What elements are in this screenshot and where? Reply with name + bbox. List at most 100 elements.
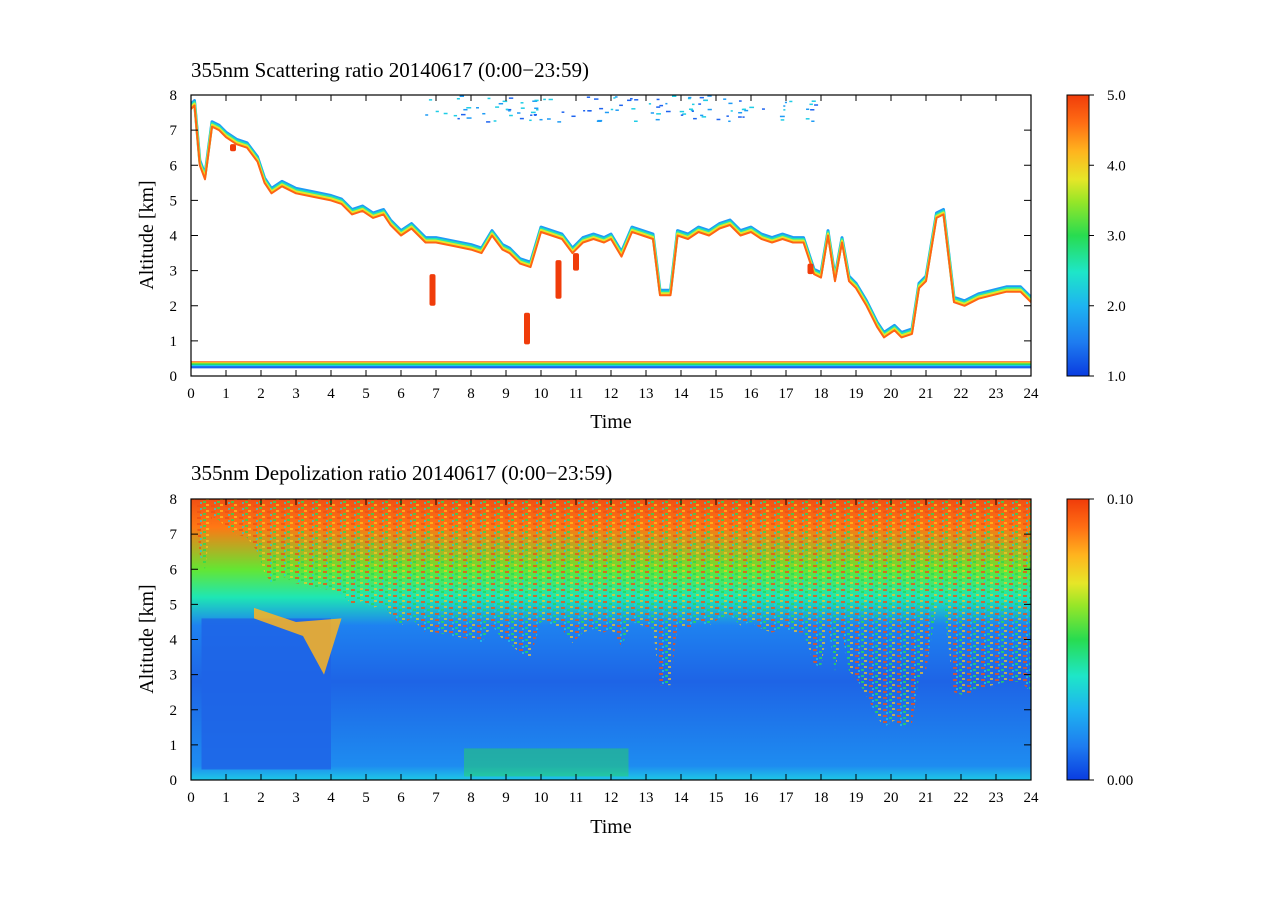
panel1-xtick-label: 19 xyxy=(849,386,864,402)
panel1-xtick-label: 14 xyxy=(674,386,690,402)
panel1-colorbar-label: 3.0 xyxy=(1107,229,1126,245)
noise-speck xyxy=(495,106,500,108)
panel1-ytick-label: 7 xyxy=(170,123,178,139)
cloud-contour-line xyxy=(191,102,1031,337)
panel2-y-label: Altitude [km] xyxy=(136,584,158,693)
noise-speck xyxy=(665,102,668,105)
noise-speck xyxy=(613,97,616,99)
panel1-xtick-label: 1 xyxy=(222,386,230,402)
noise-speck xyxy=(671,95,677,97)
panel1-ytick-label: 0 xyxy=(170,369,178,385)
panel1-x-axis: 0 1 2 3 4 5 6 7 8 9 10 11 12 13 14 15 16 17 18 19 20 21 22 23 24 xyxy=(187,95,1039,402)
panel2-xtick-label: 13 xyxy=(639,790,654,806)
noise-speck xyxy=(456,98,460,100)
panel1-xtick-label: 5 xyxy=(362,386,370,402)
panel2-ytick-label: 8 xyxy=(170,492,178,508)
noise-speck xyxy=(619,104,623,107)
panel1-xtick-label: 6 xyxy=(397,386,405,402)
noise-speck xyxy=(698,103,702,105)
noise-speck xyxy=(691,103,695,106)
panel2-ytick-label: 6 xyxy=(170,562,178,578)
noise-speck xyxy=(744,109,749,112)
panel1-xtick-label: 24 xyxy=(1024,386,1040,402)
noise-speck xyxy=(810,109,815,111)
panel2-xtick-label: 3 xyxy=(292,790,300,806)
noise-speck xyxy=(687,97,691,100)
noise-speck xyxy=(726,115,729,117)
noise-speck xyxy=(648,103,652,105)
noise-speck xyxy=(425,114,429,116)
panel1-colorbar-ticks: 1.0 2.0 3.0 4.0 5.0 xyxy=(1089,88,1126,385)
noise-speck xyxy=(530,114,533,116)
panel1-xtick-label: 22 xyxy=(954,386,969,402)
noise-speck xyxy=(779,115,785,118)
panel1-ytick-label: 6 xyxy=(170,158,178,174)
panel1-xtick-label: 10 xyxy=(534,386,549,402)
panel1-xtick-label: 9 xyxy=(502,386,510,402)
aerosol-patch xyxy=(524,312,530,345)
noise-speck xyxy=(453,114,458,117)
panel2-xtick-label: 22 xyxy=(954,790,969,806)
noise-speck xyxy=(723,98,727,100)
noise-speck xyxy=(811,120,815,122)
noise-speck xyxy=(543,98,546,101)
panel1-xtick-label: 17 xyxy=(779,386,795,402)
noise-region xyxy=(191,499,1031,728)
noise-speck xyxy=(814,104,819,106)
panel2-title: 355nm Depolization ratio 20140617 (0:00−… xyxy=(191,461,612,485)
panel2-plot-area xyxy=(191,499,1031,780)
panel2-xtick-label: 14 xyxy=(674,790,690,806)
panel2-ytick-label: 2 xyxy=(170,703,178,719)
noise-speck xyxy=(435,110,439,113)
panel1-ytick-label: 2 xyxy=(170,299,178,315)
panel2-xtick-label: 24 xyxy=(1024,790,1040,806)
panel1-xtick-label: 3 xyxy=(292,386,300,402)
panel2-ytick-label: 1 xyxy=(170,738,178,754)
panel2-xtick-label: 11 xyxy=(569,790,583,806)
noise-speck xyxy=(586,96,591,98)
noise-speck xyxy=(532,100,538,102)
noise-speck xyxy=(761,108,765,110)
panel1-xtick-label: 23 xyxy=(989,386,1004,402)
noise-speck xyxy=(630,97,633,100)
panel2-xtick-label: 12 xyxy=(604,790,619,806)
noise-speck xyxy=(806,108,810,111)
noise-speck xyxy=(561,111,565,113)
noise-speck xyxy=(520,102,524,104)
panel2-xtick-label: 7 xyxy=(432,790,440,806)
noise-speck xyxy=(476,107,479,109)
noise-speck xyxy=(738,100,742,102)
panel2-xtick-label: 16 xyxy=(744,790,760,806)
noise-speck xyxy=(690,109,694,112)
boundary-layer-band xyxy=(191,363,1031,366)
panel1-xtick-label: 13 xyxy=(639,386,654,402)
panel2-ytick-label: 5 xyxy=(170,597,178,613)
aerosol-patch xyxy=(230,144,236,152)
panel1-colorbar-label: 2.0 xyxy=(1107,299,1126,315)
panel2-xtick-label: 9 xyxy=(502,790,510,806)
panel1-xtick-label: 7 xyxy=(432,386,440,402)
panel2-y-axis: 0 1 2 3 4 5 6 7 8 xyxy=(170,492,1031,789)
noise-speck xyxy=(703,99,709,102)
noise-speck xyxy=(659,104,664,107)
noise-speck xyxy=(631,108,636,110)
noise-speck xyxy=(583,110,586,112)
noise-speck xyxy=(519,117,524,120)
panel2-xtick-label: 19 xyxy=(849,790,864,806)
noise-speck xyxy=(610,108,614,111)
noise-speck xyxy=(493,120,497,122)
noise-speck xyxy=(633,120,638,123)
noise-speck xyxy=(682,113,687,115)
noise-speck xyxy=(614,96,618,98)
noise-speck xyxy=(688,96,692,99)
cloud-contour-line xyxy=(191,100,1031,336)
noise-speck xyxy=(593,98,599,100)
panel2-xtick-label: 6 xyxy=(397,790,405,806)
noise-speck xyxy=(749,106,755,109)
noise-speck xyxy=(428,99,433,101)
panel1-xtick-label: 21 xyxy=(919,386,934,402)
noise-speck xyxy=(520,107,525,109)
noise-speck xyxy=(498,102,504,105)
noise-speck xyxy=(789,100,793,103)
